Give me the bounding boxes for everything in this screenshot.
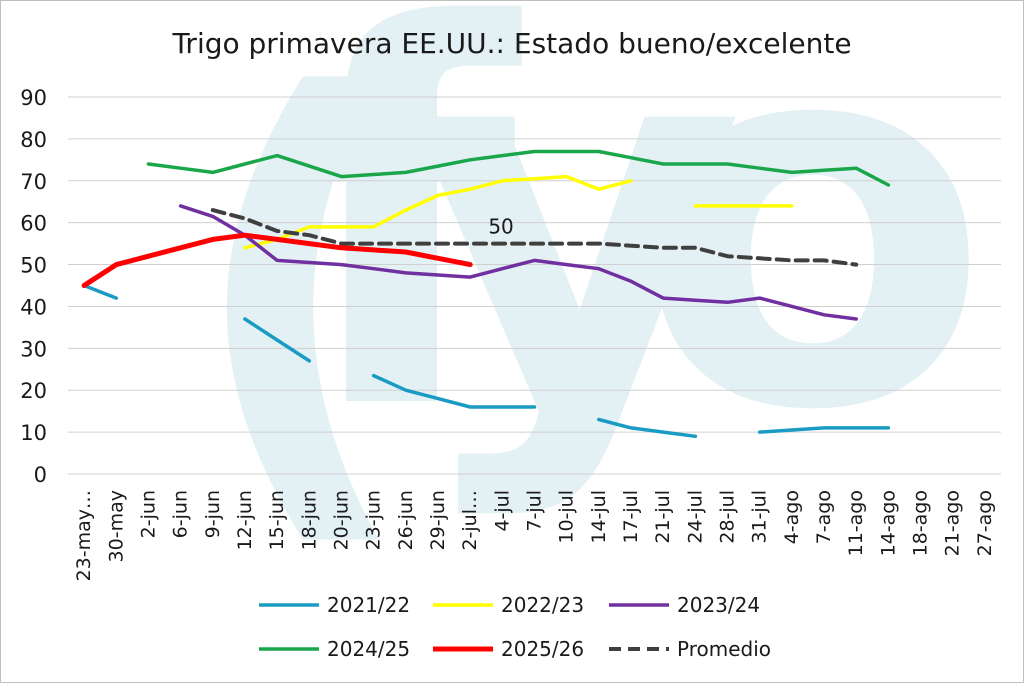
legend-label: 2024/25 bbox=[327, 637, 410, 661]
legend-label: 2021/22 bbox=[327, 593, 410, 617]
series-line-2021-22 bbox=[82, 283, 891, 439]
legend-label: 2023/24 bbox=[677, 593, 760, 617]
y-tick-label: 70 bbox=[20, 170, 47, 194]
x-tick-label: 20-jun bbox=[330, 490, 352, 550]
x-tick-label: 7-ago bbox=[813, 490, 835, 544]
x-tick-label: 23-may… bbox=[73, 490, 95, 581]
x-tick-label: 2-jul… bbox=[459, 490, 481, 551]
x-tick-label: 4-ago bbox=[781, 490, 803, 544]
x-tick-label: 27-ago bbox=[974, 490, 996, 556]
x-tick-label: 21-ago bbox=[942, 490, 964, 556]
x-tick-label: 14-jul bbox=[588, 490, 610, 544]
x-tick-label: 4-jul bbox=[491, 490, 513, 532]
x-tick-label: 2-jun bbox=[137, 490, 159, 538]
fyo-watermark: (fyo bbox=[182, 0, 991, 594]
x-tick-label: 24-jul bbox=[684, 490, 706, 544]
legend: 2021/22 2022/23 2023/24 2024/25 2025/26 Prome… bbox=[259, 593, 771, 661]
gridlines bbox=[68, 96, 1001, 475]
x-tick-label: 31-jul bbox=[749, 490, 771, 544]
y-tick-label: 40 bbox=[20, 295, 47, 319]
y-tick-label: 0 bbox=[34, 463, 47, 487]
y-tick-label: 80 bbox=[20, 128, 47, 152]
x-tick-label: 14-ago bbox=[877, 490, 899, 556]
watermark-logo: fyo bbox=[291, 1, 991, 524]
legend-label: Promedio bbox=[677, 637, 771, 661]
x-tick-label: 18-ago bbox=[910, 490, 932, 556]
y-tick-label: 90 bbox=[20, 86, 47, 110]
x-tick-label: 18-jun bbox=[298, 490, 320, 550]
annotations: 50 bbox=[488, 215, 513, 239]
x-tick-label: 11-ago bbox=[845, 490, 867, 556]
y-axis-ticks: 0 10 20 30 40 50 60 70 80 90 bbox=[20, 86, 47, 487]
watermark-text: ( bbox=[182, 1, 420, 594]
legend-label: 2022/23 bbox=[501, 593, 584, 617]
x-tick-label: 29-jun bbox=[427, 490, 449, 550]
series-line-2024-25 bbox=[146, 149, 891, 187]
series-line-2025-26 bbox=[81, 232, 473, 288]
x-axis-ticks: 23-may… 30-may 2-jun 6-jun 9-jun 12-jun 15-jun… bbox=[73, 490, 996, 581]
x-tick-label: 15-jun bbox=[266, 490, 288, 550]
legend-label: 2025/26 bbox=[501, 637, 584, 661]
y-tick-label: 10 bbox=[20, 421, 47, 445]
x-tick-label: 10-jul bbox=[556, 490, 578, 544]
x-tick-label: 12-jun bbox=[234, 490, 256, 550]
x-tick-label: 17-jul bbox=[620, 490, 642, 544]
x-tick-label: 28-jul bbox=[717, 490, 739, 544]
series-line-promedio bbox=[210, 208, 859, 267]
annotation-label: 50 bbox=[488, 215, 513, 239]
x-tick-label: 7-jul bbox=[524, 490, 546, 532]
y-tick-label: 60 bbox=[20, 212, 47, 236]
x-tick-label: 9-jun bbox=[202, 490, 224, 538]
x-tick-label: 6-jun bbox=[170, 490, 192, 538]
series-lines bbox=[81, 149, 985, 439]
y-tick-label: 50 bbox=[20, 254, 47, 278]
x-tick-label: 30-may bbox=[105, 490, 127, 562]
y-tick-label: 20 bbox=[20, 379, 47, 403]
chart-title: Trigo primavera EE.UU.: Estado bueno/exc… bbox=[171, 27, 851, 60]
x-tick-label: 23-jun bbox=[363, 490, 385, 550]
x-tick-label: 26-jun bbox=[395, 490, 417, 550]
y-tick-label: 30 bbox=[20, 337, 47, 361]
x-tick-label: 21-jul bbox=[652, 490, 674, 544]
series-line-2023-24 bbox=[178, 204, 858, 321]
